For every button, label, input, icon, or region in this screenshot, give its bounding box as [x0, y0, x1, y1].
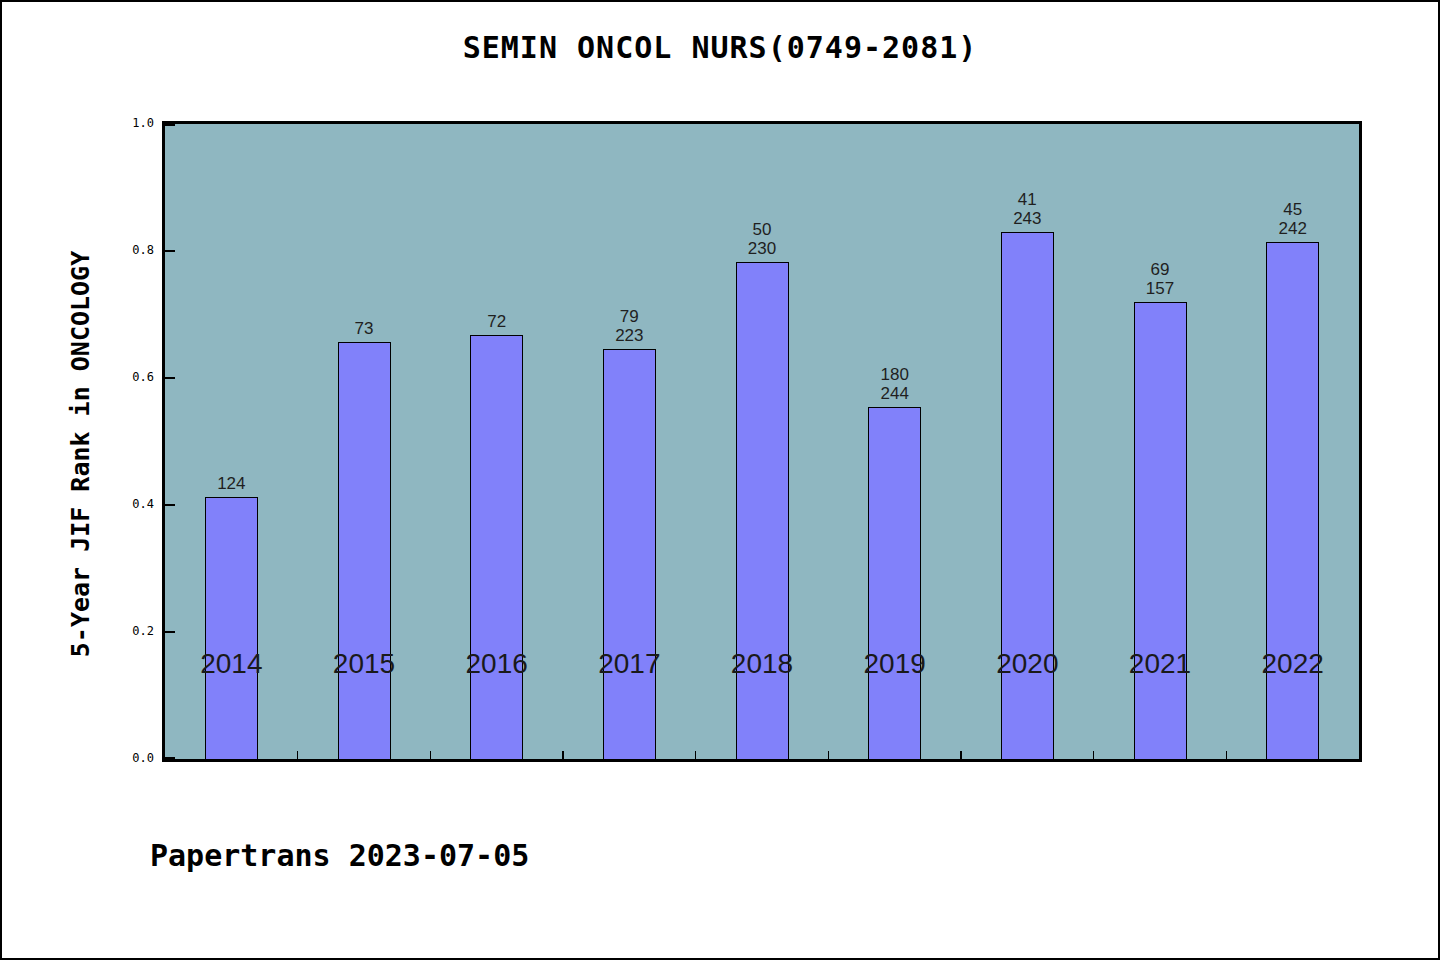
bar-2014: [205, 497, 258, 759]
bar-value-label-2020: 41243: [1013, 190, 1041, 228]
x-tick-label-2019: 2019: [864, 648, 926, 680]
x-minor-tick: [960, 751, 962, 759]
x-minor-tick: [562, 751, 564, 759]
x-tick-label-2018: 2018: [731, 648, 793, 680]
chart-page: SEMIN ONCOL NURS(0749-2081) 5-Year JIF R…: [0, 0, 1440, 960]
x-minor-tick: [430, 751, 432, 759]
bar-value-label-2017: 79223: [615, 307, 643, 345]
bar-2016: [470, 335, 523, 759]
bar-value-label-2018: 50230: [748, 220, 776, 258]
chart-title: SEMIN ONCOL NURS(0749-2081): [2, 30, 1438, 65]
x-minor-tick: [1226, 751, 1228, 759]
y-tick-label: 0.2: [114, 624, 154, 638]
bar-2019: [868, 407, 921, 759]
y-tick-label: 0.4: [114, 497, 154, 511]
y-tick-mark: [162, 504, 175, 506]
y-tick-mark: [162, 757, 175, 759]
y-tick-label: 0.0: [114, 751, 154, 765]
bar-value-label-2014: 124: [217, 474, 245, 493]
bar-value-label-2016: 72: [487, 312, 506, 331]
x-tick-label-2017: 2017: [598, 648, 660, 680]
x-minor-tick: [695, 751, 697, 759]
x-minor-tick: [1093, 751, 1095, 759]
y-tick-label: 0.6: [114, 370, 154, 384]
bar-2021: [1134, 302, 1187, 759]
y-tick-mark: [162, 377, 175, 379]
x-tick-label-2015: 2015: [333, 648, 395, 680]
y-tick-mark: [162, 124, 175, 126]
y-tick-label: 0.8: [114, 243, 154, 257]
y-tick-label: 1.0: [114, 116, 154, 130]
x-tick-label-2020: 2020: [996, 648, 1058, 680]
y-tick-mark: [162, 250, 175, 252]
bar-value-label-2021: 69157: [1146, 260, 1174, 298]
x-minor-tick: [828, 751, 830, 759]
x-tick-label-2016: 2016: [466, 648, 528, 680]
bar-2022: [1266, 242, 1319, 759]
bar-value-label-2015: 73: [355, 319, 374, 338]
bar-2018: [736, 262, 789, 759]
x-tick-label-2022: 2022: [1262, 648, 1324, 680]
x-tick-label-2014: 2014: [200, 648, 262, 680]
y-tick-mark: [162, 631, 175, 633]
x-tick-label-2021: 2021: [1129, 648, 1191, 680]
bar-2017: [603, 349, 656, 759]
y-axis-label: 5-Year JIF Rank in ONCOLOGY: [66, 251, 95, 657]
bar-value-label-2022: 45242: [1278, 200, 1306, 238]
x-minor-tick: [297, 751, 299, 759]
bar-value-label-2019: 180244: [880, 365, 908, 403]
footer-watermark: Papertrans 2023-07-05: [150, 838, 529, 873]
bar-2015: [338, 342, 391, 759]
